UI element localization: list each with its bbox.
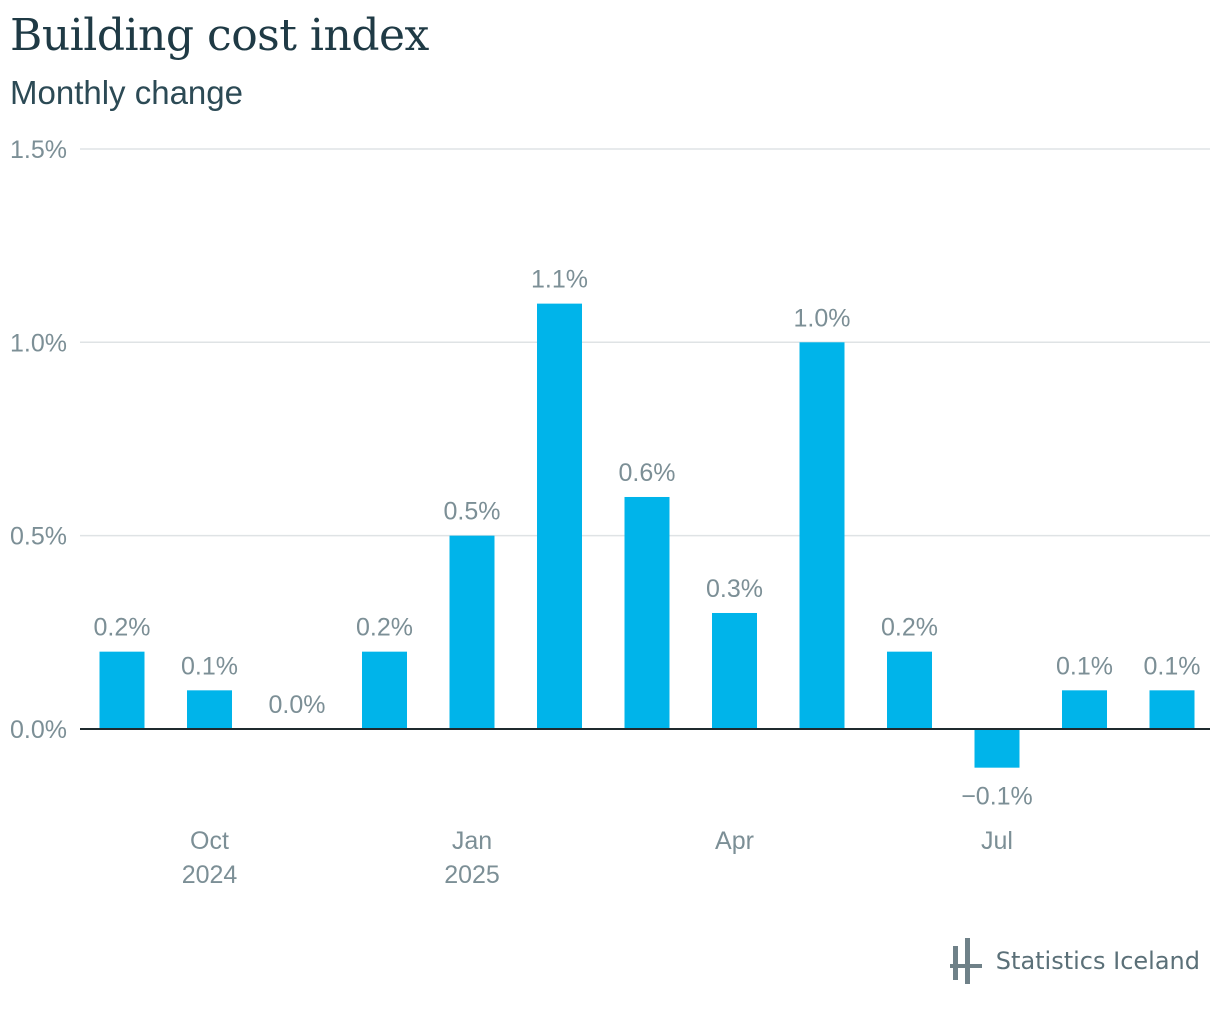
x-tick-year-label: 2025 xyxy=(444,861,500,889)
statistics-iceland-logo-icon xyxy=(949,938,982,984)
x-tick-year-label: 2024 xyxy=(182,861,238,889)
data-label: 0.2% xyxy=(356,614,413,642)
bar xyxy=(799,342,845,729)
x-tick-label: Jul xyxy=(981,827,1013,855)
chart-title: Building cost index xyxy=(10,10,429,61)
bar xyxy=(99,651,145,729)
bar xyxy=(1149,690,1195,729)
x-tick-label: Oct xyxy=(190,827,229,855)
bar xyxy=(624,496,670,729)
bar xyxy=(974,729,1020,768)
y-tick-label: 0.0% xyxy=(10,716,67,744)
data-label: −0.1% xyxy=(961,783,1033,811)
brand-logo: Statistics Iceland xyxy=(949,936,1200,986)
y-tick-label: 1.0% xyxy=(10,329,67,357)
data-label: 0.1% xyxy=(1056,652,1113,680)
bar xyxy=(1062,690,1107,729)
data-label: 0.1% xyxy=(1144,652,1201,680)
data-label: 0.3% xyxy=(706,575,763,603)
data-label: 0.6% xyxy=(619,459,676,487)
data-label: 0.1% xyxy=(181,652,238,680)
bar xyxy=(712,612,757,729)
data-label: 0.2% xyxy=(881,614,938,642)
x-tick-label: Jan xyxy=(452,827,492,855)
bar xyxy=(362,651,407,729)
x-tick-label: Apr xyxy=(715,827,754,855)
y-tick-label: 1.5% xyxy=(10,136,67,164)
brand-name: Statistics Iceland xyxy=(995,947,1200,975)
bar xyxy=(449,535,495,729)
bar xyxy=(537,303,582,729)
data-label: 0.5% xyxy=(444,498,501,526)
y-tick-label: 0.5% xyxy=(10,523,67,551)
data-label: 0.0% xyxy=(269,691,326,719)
chart-subtitle: Monthly change xyxy=(10,74,243,111)
bar xyxy=(187,690,232,729)
data-label: 1.0% xyxy=(794,304,851,332)
bar xyxy=(887,651,932,729)
data-label: 0.2% xyxy=(94,614,151,642)
data-label: 1.1% xyxy=(531,266,588,294)
